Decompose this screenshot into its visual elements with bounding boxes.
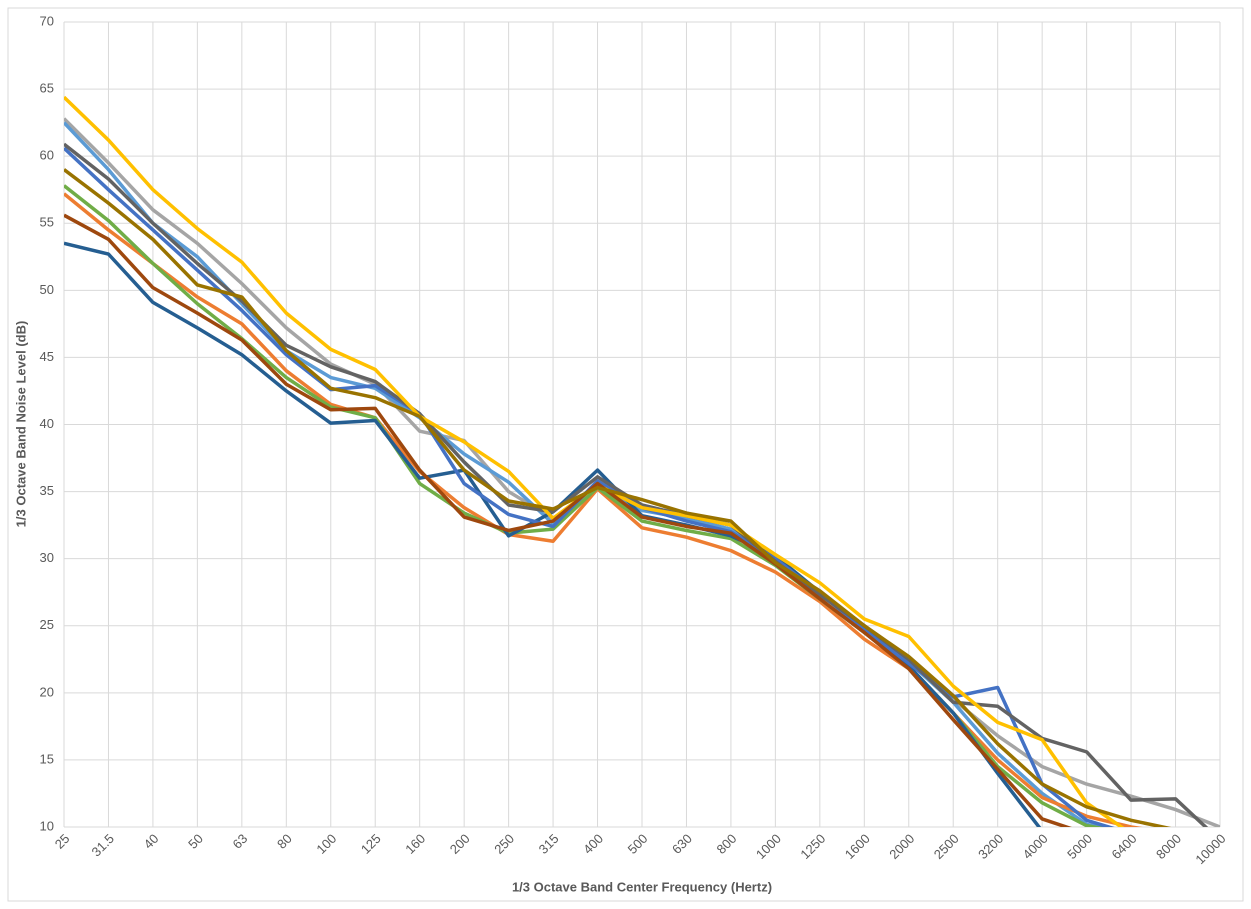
series-line: [64, 213, 1072, 827]
y-tick-label: 35: [40, 483, 54, 498]
y-tick-label: 10: [40, 818, 54, 833]
series-line: [64, 95, 1125, 827]
y-tick-label: 50: [40, 282, 54, 297]
y-tick-label: 55: [40, 215, 54, 230]
y-tick-label: 25: [40, 617, 54, 632]
y-tick-label: 30: [40, 550, 54, 565]
grid: [63, 21, 1221, 828]
x-axis-title: 1/3 Octave Band Center Frequency (Hertz): [512, 879, 772, 894]
y-axis-title: 1/3 Octave Band Noise Level (dB): [13, 321, 28, 528]
plot-lines: [64, 95, 1220, 827]
series-line: [64, 121, 1108, 827]
y-tick-label: 40: [40, 416, 54, 431]
series-line: [64, 168, 1172, 827]
series-line: [64, 184, 1104, 827]
y-tick-label: 45: [40, 349, 54, 364]
y-tick-label: 20: [40, 684, 54, 699]
chart-frame: [7, 7, 1244, 902]
y-tick-label: 70: [40, 13, 54, 28]
y-tick-label: 65: [40, 81, 54, 96]
y-tick-label: 60: [40, 148, 54, 163]
y-tick-label: 15: [40, 751, 54, 766]
series-line: [64, 192, 1143, 827]
